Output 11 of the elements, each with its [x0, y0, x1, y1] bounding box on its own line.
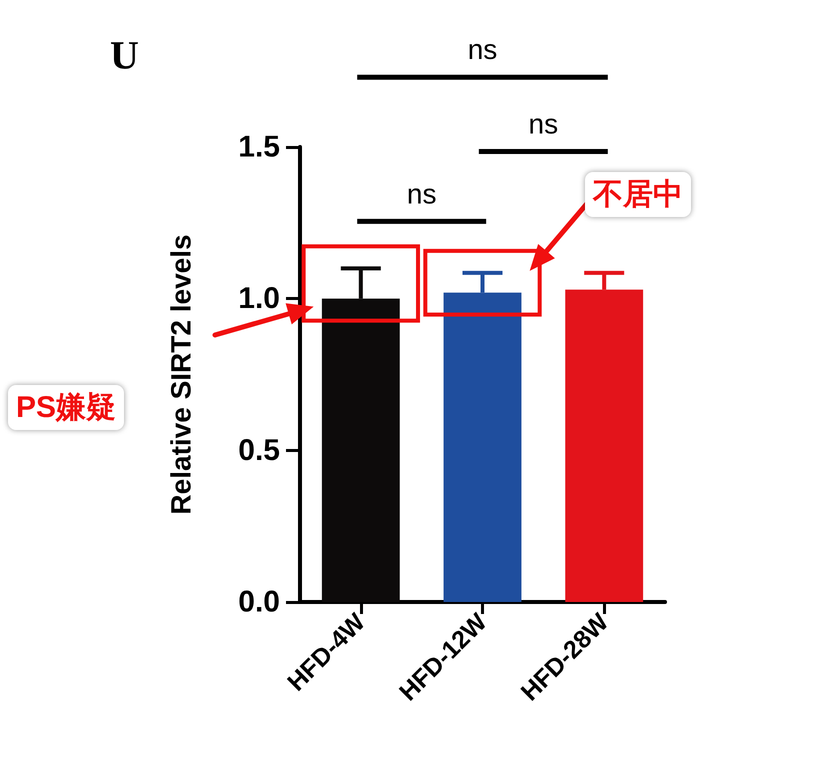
y-tick-label: 1.0	[238, 282, 280, 316]
text: ns	[528, 108, 558, 140]
annotation: 不居中	[585, 172, 691, 217]
annotation: ns	[406, 178, 436, 210]
y-tick-label: 0.0	[238, 586, 280, 618]
chart-title: U	[110, 32, 139, 78]
y-tick-label: 1.5	[238, 130, 280, 164]
text: PS嫌疑	[8, 385, 124, 430]
y-tick-label: 0.5	[238, 434, 280, 467]
y-axis-title: Relative SIRT2 levels	[166, 234, 196, 515]
text: ns	[468, 34, 498, 66]
